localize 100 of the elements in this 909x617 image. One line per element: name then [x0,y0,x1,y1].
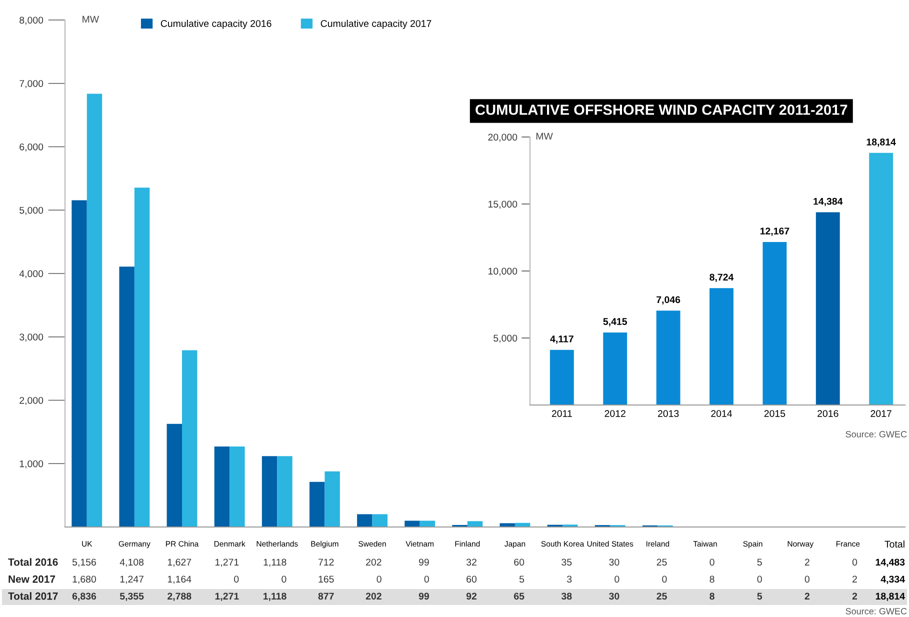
text: Total 2017 [8,592,58,600]
source-note: Source: GWEC [846,608,907,614]
data-label: 92 [466,592,477,600]
data-label: 2 [804,558,810,566]
text: 165 [318,576,334,583]
data-label: 7,046 [656,296,680,305]
data-label: 5,355 [120,592,144,602]
bar [500,523,515,527]
text: 0 [757,576,762,583]
x-tick-label: 2012 [604,410,626,417]
data-label: 25 [656,558,667,566]
text: 0 [424,576,429,583]
bar [182,350,198,527]
data-label: 4,108 [120,558,144,567]
data-label: 14,384 [814,198,843,206]
y-tick-label: 5,000 [20,206,44,215]
x-tick-label: 2014 [711,410,732,417]
text: 0 [234,576,239,583]
data-label: 65 [514,592,524,600]
data-label: 202 [366,592,382,600]
text: Total [884,540,904,548]
data-label: 0 [710,558,714,566]
y-tick-label: 5,000 [494,334,518,343]
legend-label: Cumulative capacity 2016 [160,20,272,29]
bar [550,350,574,405]
text: Total 2016 [8,558,58,566]
legend-label: Cumulative capacity 2017 [320,20,432,29]
data-label: 18,814 [866,138,896,147]
data-label: 4,117 [550,336,574,344]
bar [762,242,787,405]
y-axis-title: MW [82,16,100,23]
x-tick-label: 2016 [818,410,838,417]
y-axis-title: MW [536,132,553,140]
data-label: 712 [318,558,334,566]
data-label: 1,118 [263,592,286,602]
bar [214,446,230,527]
text: 0 [804,576,810,583]
bar [420,520,436,527]
data-label: 30 [609,592,620,600]
data-label: 5 [757,558,762,566]
bar [404,520,420,527]
data-label: 8 [710,592,714,600]
bar [309,482,325,527]
data-label: 38 [561,592,572,600]
data-label: 0 [852,558,858,566]
bar [119,266,134,527]
data-label: 99 [418,592,429,600]
x-tick-label: 2017 [870,410,892,417]
y-tick-label: 7,000 [20,80,44,88]
bar [372,514,388,527]
annotation: Source: GWEC [846,431,907,438]
bar [656,310,680,405]
data-label: 1,271 [216,558,239,567]
data-label: 25 [656,592,667,600]
text: 60 [466,576,477,583]
text: 4,334 [880,576,905,584]
data-label: 202 [366,558,382,566]
bar [166,424,182,527]
text: 5 [519,576,524,583]
text: 8 [710,576,714,583]
data-label: 5,156 [72,558,96,567]
x-tick-label: 2015 [764,410,786,417]
x-tick-label: 2011 [552,410,572,417]
y-tick-label: 3,000 [20,334,44,342]
data-label: 877 [318,592,334,600]
text: 1,247 [120,576,144,584]
data-label: 99 [418,558,429,566]
bar [324,471,340,527]
text: 18,814 [876,592,905,602]
bar [262,456,278,527]
data-label: 5 [757,592,762,600]
bar [86,94,102,527]
bar [72,200,87,527]
text: 0 [376,576,382,583]
data-label: 30 [609,558,620,566]
y-tick-label: 10,000 [488,268,518,276]
bar [230,446,245,527]
data-label: 1,271 [215,592,239,602]
data-label: 60 [514,558,524,566]
y-tick-label: 20,000 [488,134,518,142]
bar [603,332,628,405]
bar [869,152,894,405]
text: 1,680 [72,576,96,584]
text: New 2017 [8,575,56,583]
text: 0 [614,576,620,583]
text: 14,483 [876,558,905,568]
data-label: 35 [562,558,572,566]
data-label: 12,167 [760,228,790,236]
text: 0 [662,576,667,583]
bar [357,514,372,527]
y-tick-label: 2,000 [20,396,44,406]
bar [816,212,840,405]
bar [277,456,292,527]
chart-title: CUMULATIVE OFFSHORE WIND CAPACITY 2011-2017 [476,104,848,115]
y-tick-label: 1,000 [20,460,44,468]
data-label: 1,627 [168,558,192,567]
y-tick-label: 6,000 [20,143,44,152]
bar [710,288,734,405]
data-label: 2,788 [168,592,192,602]
y-tick-label: 15,000 [488,200,518,209]
